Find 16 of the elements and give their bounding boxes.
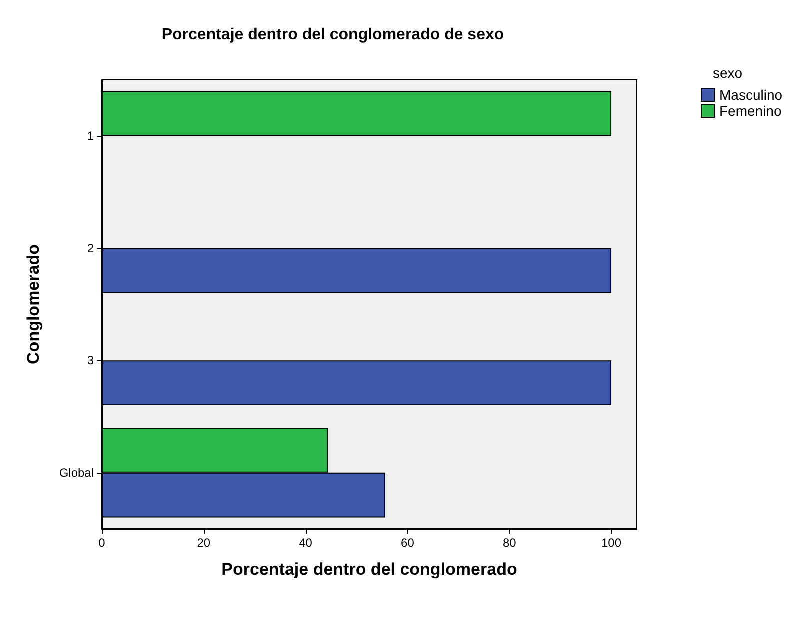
x-tick-label: 100: [602, 536, 622, 550]
x-tick-label: 20: [197, 536, 211, 550]
x-axis-title: Porcentaje dentro del conglomerado: [222, 560, 518, 579]
chart-title: Porcentaje dentro del conglomerado de sexo: [162, 26, 504, 44]
legend-title: sexo: [713, 65, 743, 81]
y-axis-title: Conglomerado: [24, 244, 43, 364]
x-tick-label: 60: [401, 536, 415, 550]
legend-label: Masculino: [720, 87, 783, 103]
y-tick-label: 1: [87, 129, 94, 144]
legend-label: Femenino: [720, 103, 782, 119]
y-tick-label: 2: [87, 241, 94, 256]
x-tick-label: 80: [502, 536, 517, 550]
x-tick-label: 0: [98, 536, 106, 550]
x-tick-label: 40: [299, 536, 313, 550]
y-tick-label: 3: [87, 354, 94, 368]
y-tick-label: Global: [59, 466, 94, 480]
